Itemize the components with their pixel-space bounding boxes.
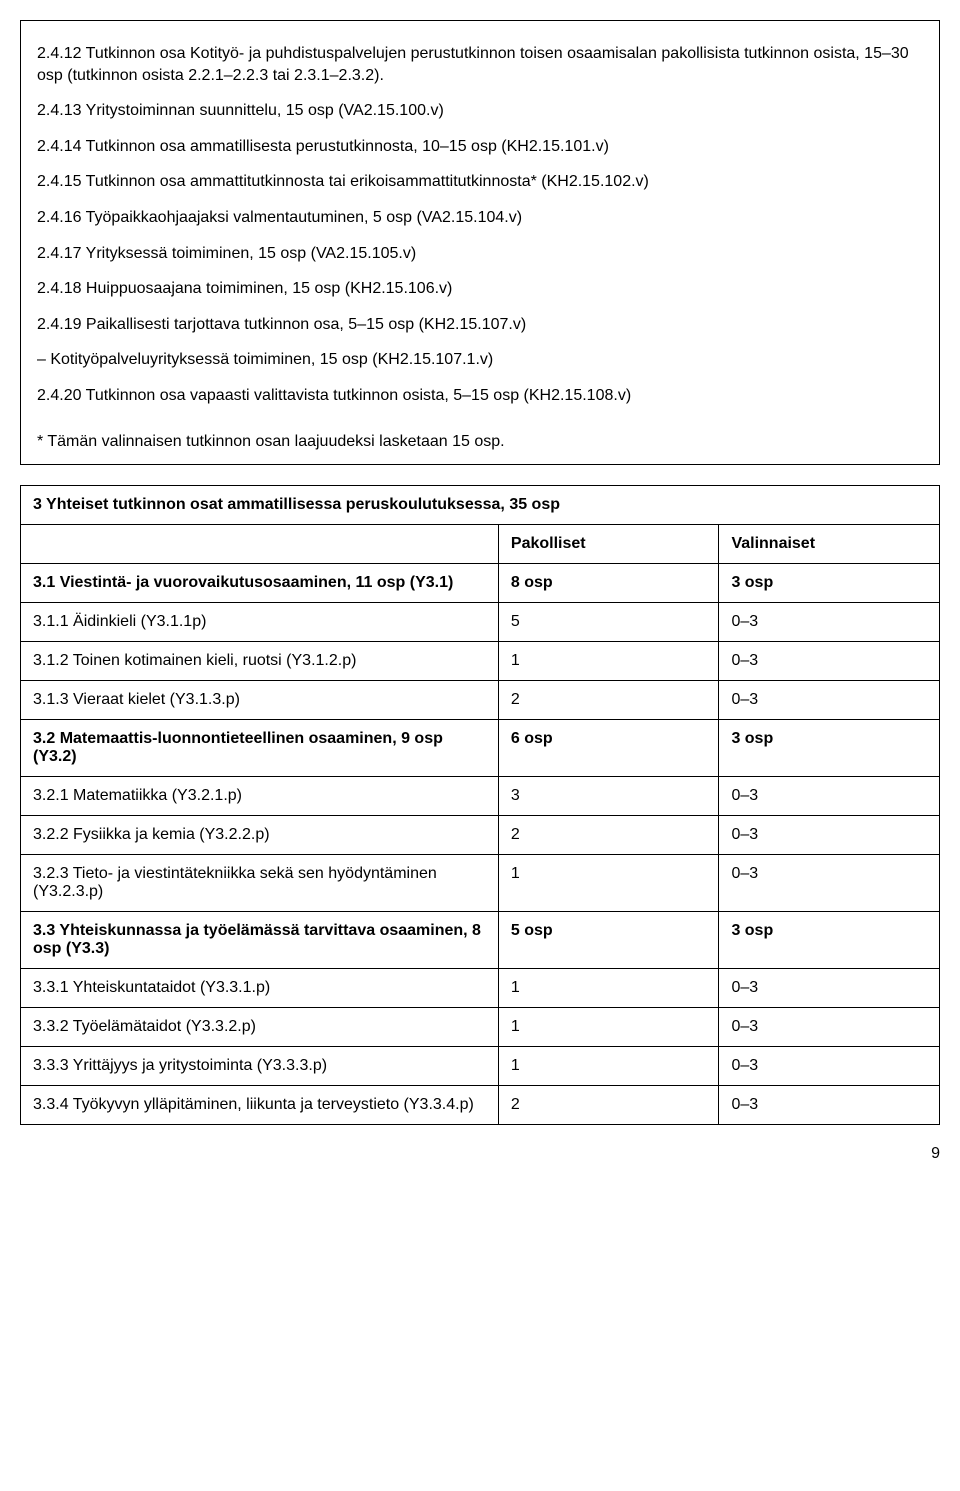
table-title-row: 3 Yhteiset tutkinnon osat ammatillisessa…: [21, 486, 940, 525]
row-val: 0–3: [719, 642, 940, 681]
row-label: 3.1.1 Äidinkieli (Y3.1.1p): [21, 603, 499, 642]
section-val: 3 osp: [719, 912, 940, 969]
row-pak: 3: [498, 777, 719, 816]
item: 2.4.15 Tutkinnon osa ammattitutkinnosta …: [37, 171, 923, 193]
section-label-text: 3.2 Matemaattis-luonnontieteellinen osaa…: [33, 730, 443, 765]
row-val: 0–3: [719, 1047, 940, 1086]
table-header-row: Pakolliset Valinnaiset: [21, 525, 940, 564]
table-row: 3.3.1 Yhteiskuntataidot (Y3.3.1.p) 1 0–3: [21, 969, 940, 1008]
header-empty: [21, 525, 499, 564]
item: 2.4.16 Työpaikkaohjaajaksi valmentautumi…: [37, 207, 923, 229]
row-pak: 1: [498, 1047, 719, 1086]
section-row: 3.3 Yhteiskunnassa ja työelämässä tarvit…: [21, 912, 940, 969]
section-row: 3.2 Matemaattis-luonnontieteellinen osaa…: [21, 720, 940, 777]
table-row: 3.3.4 Työkyvyn ylläpitäminen, liikunta j…: [21, 1086, 940, 1125]
row-pak: 1: [498, 642, 719, 681]
section-pak: 5 osp: [498, 912, 719, 969]
row-val: 0–3: [719, 681, 940, 720]
row-val: 0–3: [719, 777, 940, 816]
row-label: 3.3.4 Työkyvyn ylläpitäminen, liikunta j…: [21, 1086, 499, 1125]
table-row: 3.1.2 Toinen kotimainen kieli, ruotsi (Y…: [21, 642, 940, 681]
item: 2.4.20 Tutkinnon osa vapaasti valittavis…: [37, 385, 923, 407]
row-label: 3.1.3 Vieraat kielet (Y3.1.3.p): [21, 681, 499, 720]
table-row: 3.2.3 Tieto- ja viestintätekniikka sekä …: [21, 855, 940, 912]
row-pak: 1: [498, 969, 719, 1008]
row-pak: 1: [498, 855, 719, 912]
row-pak: 2: [498, 1086, 719, 1125]
item: – Kotityöpalveluyrityksessä toimiminen, …: [37, 349, 923, 371]
table-row: 3.2.1 Matematiikka (Y3.2.1.p) 3 0–3: [21, 777, 940, 816]
item: 2.4.12 Tutkinnon osa Kotityö- ja puhdist…: [37, 43, 923, 86]
row-val: 0–3: [719, 603, 940, 642]
section-label: 3.3 Yhteiskunnassa ja työelämässä tarvit…: [21, 912, 499, 969]
table-row: 3.1.3 Vieraat kielet (Y3.1.3.p) 2 0–3: [21, 681, 940, 720]
item: 2.4.17 Yrityksessä toimiminen, 15 osp (V…: [37, 243, 923, 265]
row-val: 0–3: [719, 1086, 940, 1125]
row-label: 3.2.3 Tieto- ja viestintätekniikka sekä …: [21, 855, 499, 912]
row-pak: 1: [498, 1008, 719, 1047]
row-val: 0–3: [719, 855, 940, 912]
page-number: 9: [20, 1145, 940, 1163]
row-pak: 2: [498, 681, 719, 720]
top-box: 2.4.12 Tutkinnon osa Kotityö- ja puhdist…: [20, 20, 940, 465]
row-label: 3.3.1 Yhteiskuntataidot (Y3.3.1.p): [21, 969, 499, 1008]
section-pak: 6 osp: [498, 720, 719, 777]
section-label: 3.1 Viestintä- ja vuorovaikutusosaaminen…: [21, 564, 499, 603]
header-valinnaiset: Valinnaiset: [719, 525, 940, 564]
course-table: 3 Yhteiset tutkinnon osat ammatillisessa…: [20, 485, 940, 1125]
row-label: 3.2.2 Fysiikka ja kemia (Y3.2.2.p): [21, 816, 499, 855]
row-pak: 2: [498, 816, 719, 855]
section-row: 3.1 Viestintä- ja vuorovaikutusosaaminen…: [21, 564, 940, 603]
table-row: 3.1.1 Äidinkieli (Y3.1.1p) 5 0–3: [21, 603, 940, 642]
section-label: 3.2 Matemaattis-luonnontieteellinen osaa…: [21, 720, 499, 777]
row-label: 3.3.3 Yrittäjyys ja yritystoiminta (Y3.3…: [21, 1047, 499, 1086]
row-val: 0–3: [719, 969, 940, 1008]
section-pak: 8 osp: [498, 564, 719, 603]
section-val: 3 osp: [719, 564, 940, 603]
row-val: 0–3: [719, 816, 940, 855]
header-pakolliset: Pakolliset: [498, 525, 719, 564]
footnote: * Tämän valinnaisen tutkinnon osan laaju…: [37, 431, 923, 453]
table-title: 3 Yhteiset tutkinnon osat ammatillisessa…: [21, 486, 940, 525]
row-pak: 5: [498, 603, 719, 642]
row-label: 3.3.2 Työelämätaidot (Y3.3.2.p): [21, 1008, 499, 1047]
item: 2.4.13 Yritystoiminnan suunnittelu, 15 o…: [37, 100, 923, 122]
section-label-text: 3.1 Viestintä- ja vuorovaikutusosaaminen…: [33, 574, 453, 591]
row-label: 3.1.2 Toinen kotimainen kieli, ruotsi (Y…: [21, 642, 499, 681]
item: 2.4.19 Paikallisesti tarjottava tutkinno…: [37, 314, 923, 336]
row-label: 3.2.1 Matematiikka (Y3.2.1.p): [21, 777, 499, 816]
section-val: 3 osp: [719, 720, 940, 777]
row-val: 0–3: [719, 1008, 940, 1047]
item: 2.4.18 Huippuosaajana toimiminen, 15 osp…: [37, 278, 923, 300]
section-label-text: 3.3 Yhteiskunnassa ja työelämässä tarvit…: [33, 922, 481, 957]
table-row: 3.3.2 Työelämätaidot (Y3.3.2.p) 1 0–3: [21, 1008, 940, 1047]
table-row: 3.3.3 Yrittäjyys ja yritystoiminta (Y3.3…: [21, 1047, 940, 1086]
item: 2.4.14 Tutkinnon osa ammatillisesta peru…: [37, 136, 923, 158]
table-row: 3.2.2 Fysiikka ja kemia (Y3.2.2.p) 2 0–3: [21, 816, 940, 855]
